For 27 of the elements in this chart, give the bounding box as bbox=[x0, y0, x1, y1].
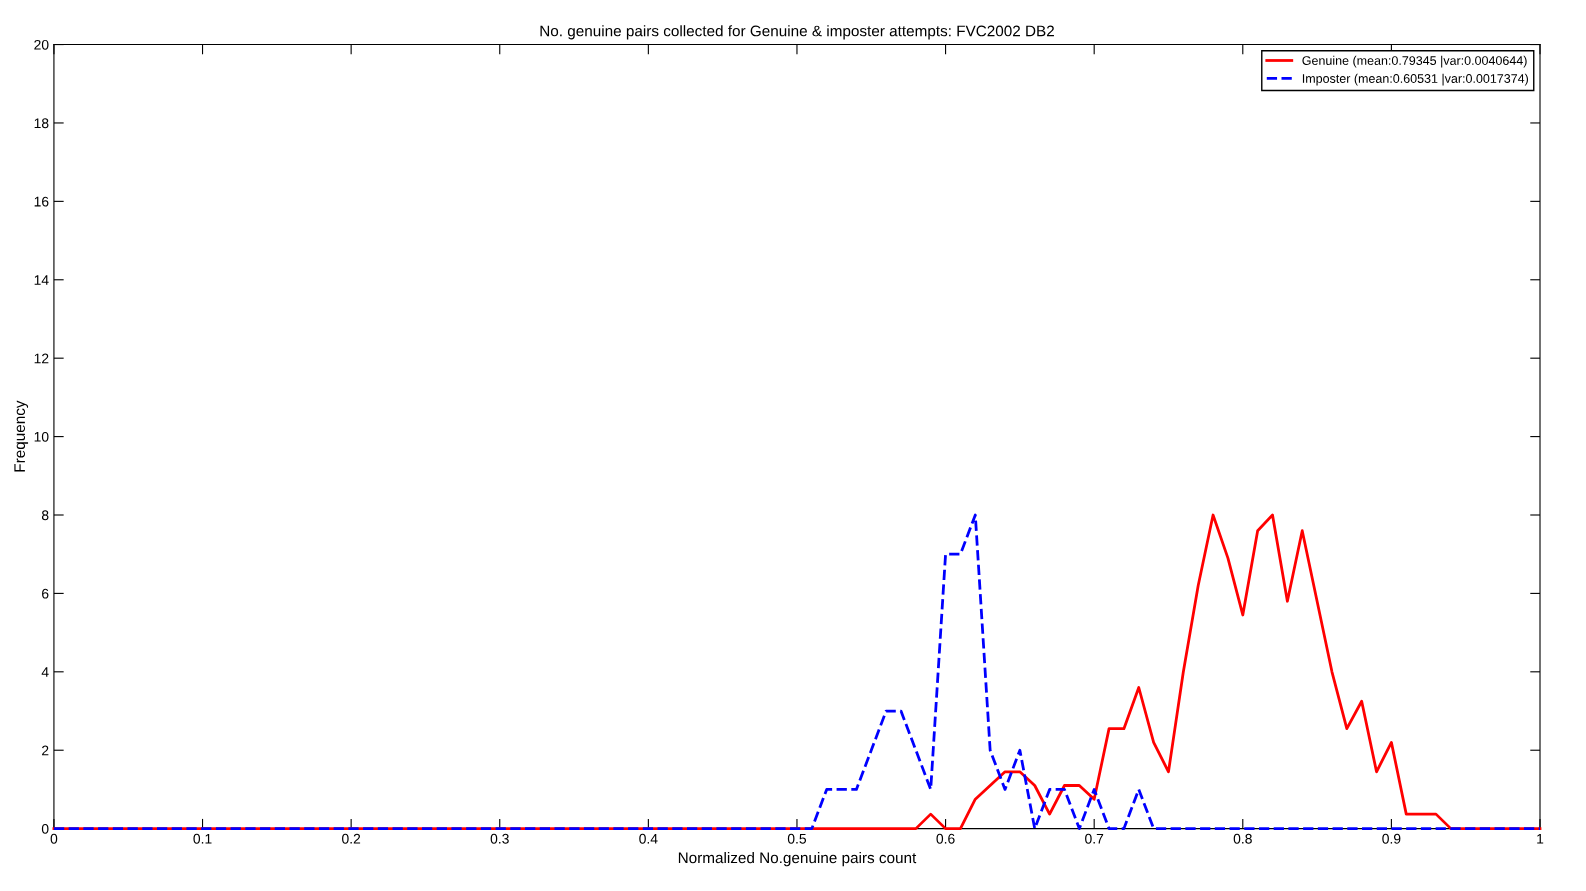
x-tick-label: 0.7 bbox=[1085, 833, 1104, 844]
x-tick-label: 0.2 bbox=[342, 833, 361, 844]
y-tick-label: 16 bbox=[34, 196, 49, 207]
x-tick-label: 0.4 bbox=[639, 833, 658, 844]
x-tick-label: 0.5 bbox=[787, 833, 807, 844]
x-tick-label: 0.8 bbox=[1233, 833, 1252, 844]
y-tick-label: 14 bbox=[34, 275, 49, 285]
y-tick-label: 8 bbox=[41, 510, 49, 521]
y-tick-label: 0 bbox=[41, 823, 49, 834]
legend-label: Genuine (mean:0.79345 |var:0.0040644) bbox=[1302, 55, 1527, 68]
y-tick-label: 10 bbox=[34, 431, 49, 442]
y-tick-label: 4 bbox=[41, 667, 49, 677]
y-tick-label: 18 bbox=[34, 118, 49, 129]
x-tick-label: 0 bbox=[50, 833, 58, 844]
y-tick-label: 20 bbox=[34, 39, 49, 50]
legend-label: Imposter (mean:0.60531 |var:0.0017374) bbox=[1302, 73, 1528, 86]
x-tick-label: 0.9 bbox=[1382, 833, 1401, 844]
x-tick-label: 0.3 bbox=[490, 833, 509, 844]
y-tick-label: 2 bbox=[42, 745, 49, 756]
x-tick-label: 1 bbox=[1537, 834, 1544, 844]
x-tick-label: 0.6 bbox=[936, 833, 955, 844]
y-tick-label: 6 bbox=[42, 588, 49, 599]
y-tick-label: 12 bbox=[34, 353, 49, 364]
y-axis-title: Frequency bbox=[14, 400, 29, 472]
x-axis-title: Normalized No.genuine pairs count bbox=[678, 851, 917, 867]
chart-title: No. genuine pairs collected for Genuine & imposter attempts: FVC2002 DB2 bbox=[540, 25, 1054, 40]
x-tick-label: 0.1 bbox=[193, 833, 212, 844]
